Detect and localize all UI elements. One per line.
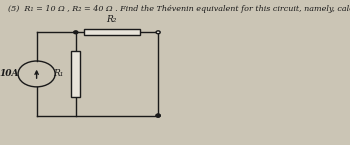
Bar — [71, 51, 81, 97]
Circle shape — [156, 114, 160, 117]
Text: R₁: R₁ — [53, 69, 63, 78]
Text: R₂: R₂ — [107, 15, 117, 24]
Text: 10A: 10A — [0, 69, 19, 78]
Bar — [84, 29, 140, 35]
Circle shape — [156, 31, 160, 34]
Circle shape — [74, 31, 78, 34]
Text: (5)  R₁ = 10 Ω , R₂ = 40 Ω . Find the Thévenin equivalent for this circuit, name: (5) R₁ = 10 Ω , R₂ = 40 Ω . Find the Thé… — [8, 5, 350, 13]
Circle shape — [156, 114, 160, 117]
